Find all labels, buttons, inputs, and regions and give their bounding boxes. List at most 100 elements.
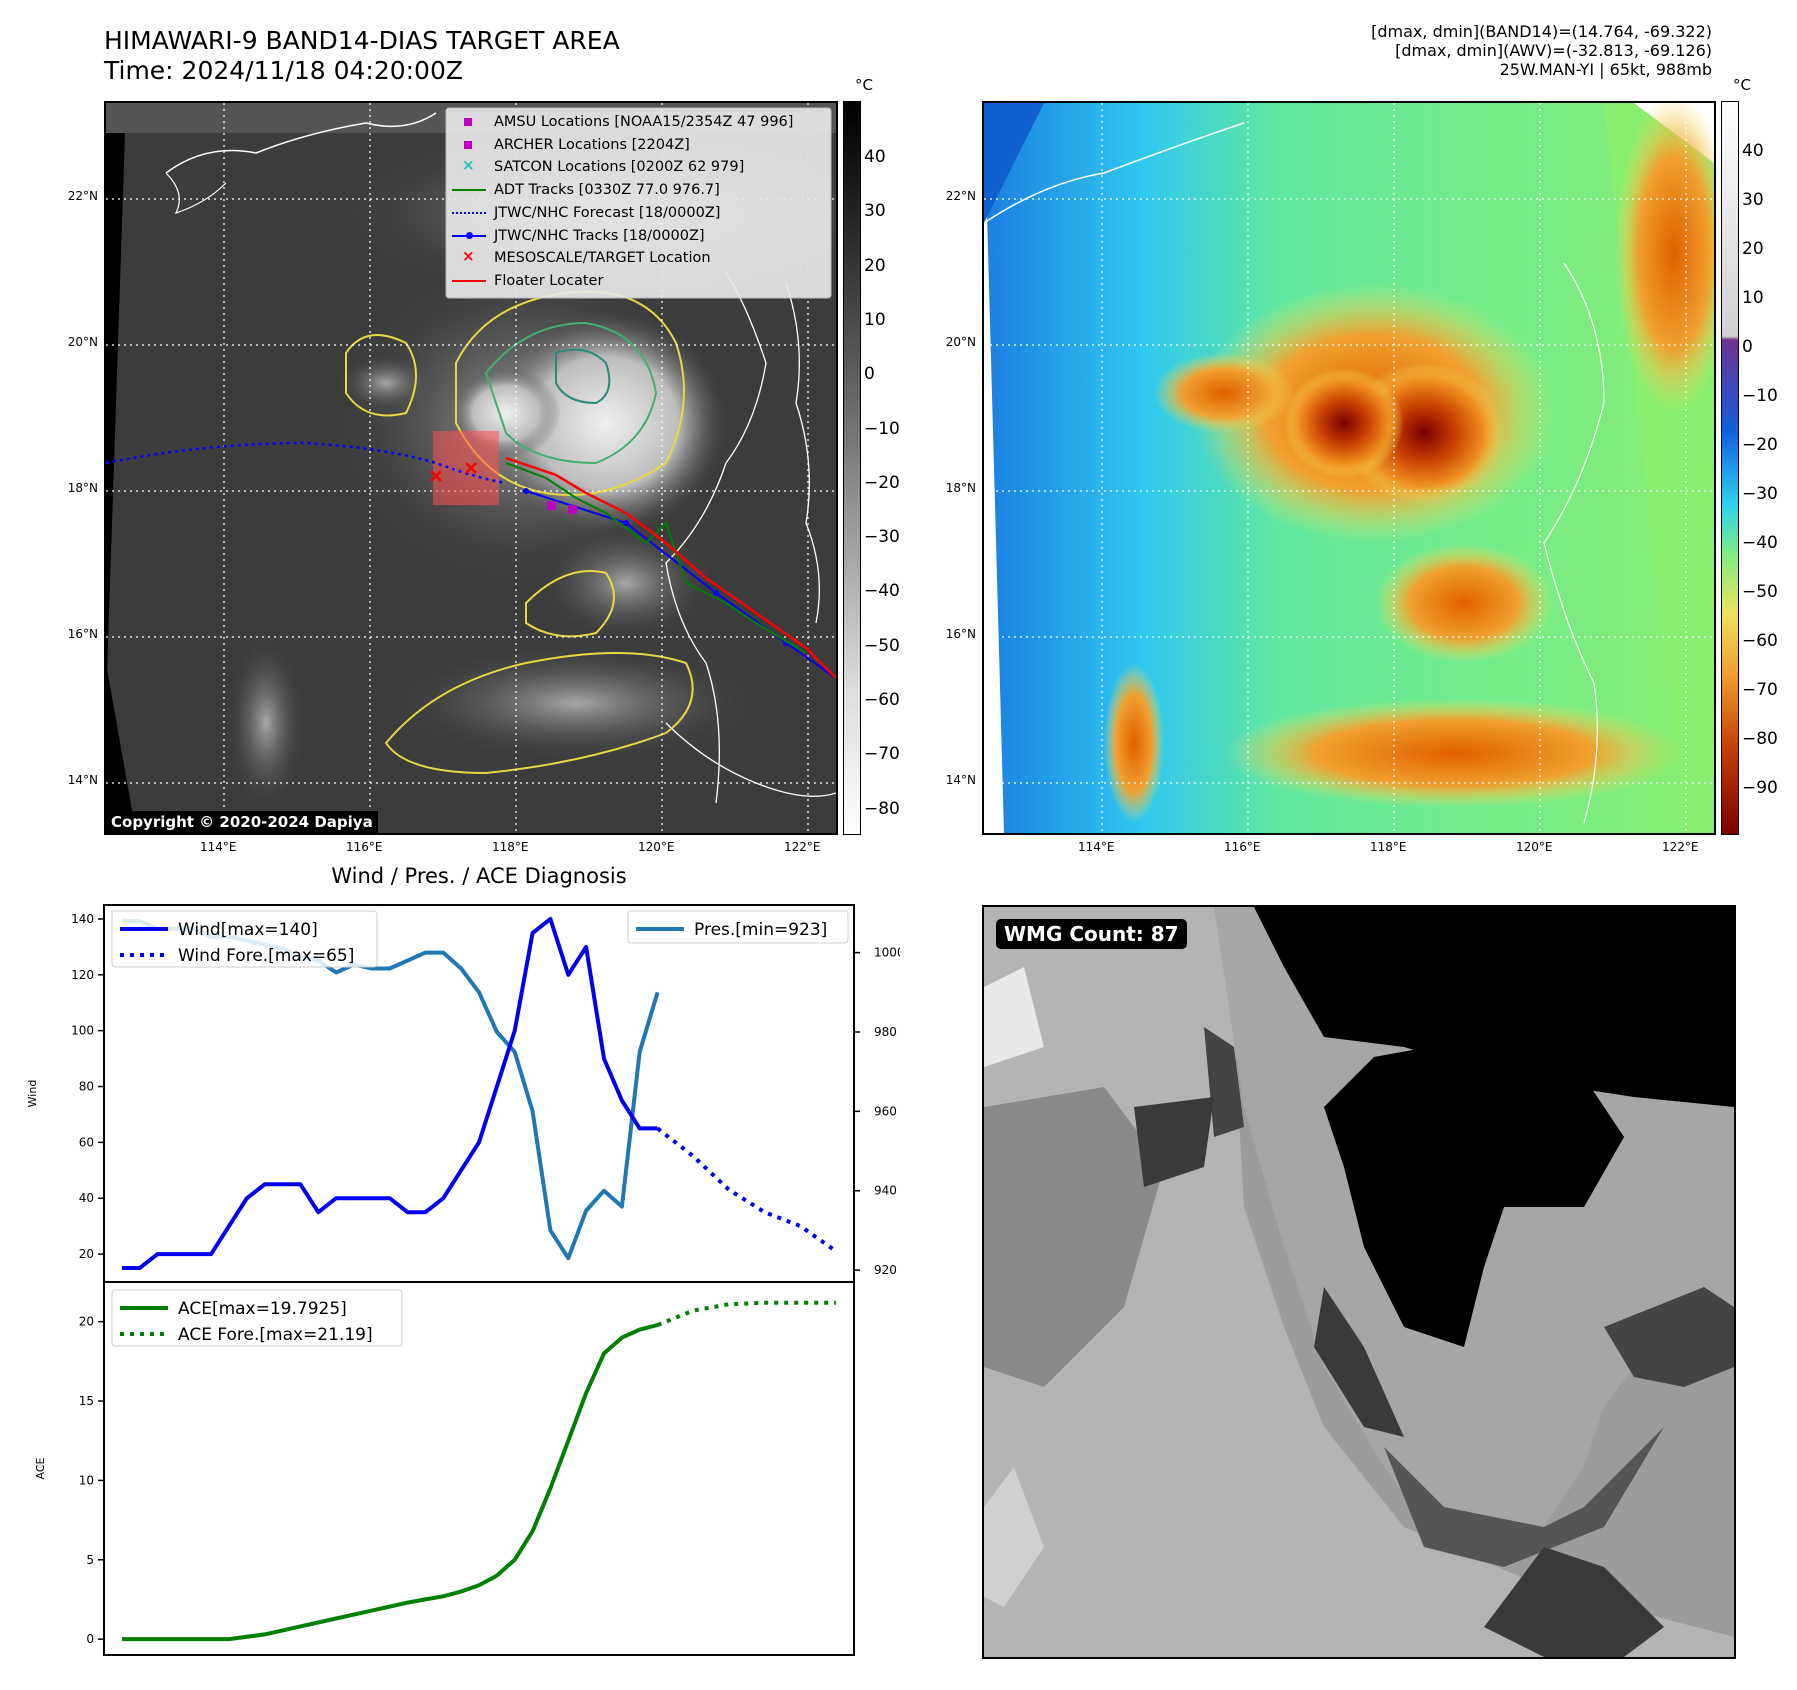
awv-map — [982, 101, 1716, 835]
colorbar-tick-label: 30 — [1742, 190, 1764, 210]
legend-entry: ADT Tracks [0330Z 77.0 976.7] — [448, 179, 833, 201]
legend-label: Floater Locater — [494, 272, 604, 289]
legend-entry: JTWC/NHC Tracks [18/0000Z] — [448, 225, 833, 247]
lat-tick-label: 14°N — [67, 773, 98, 787]
colorbar-tick-label: −70 — [864, 744, 900, 765]
colorbar-tick-label: −70 — [1742, 680, 1778, 700]
right-colorbar-unit: °C — [1733, 76, 1751, 94]
legend-symbol — [452, 138, 486, 152]
lon-tick-label: 118°E — [492, 840, 529, 854]
wind-axis-tick-label: 100 — [71, 1024, 94, 1038]
pressure-legend-label: Pres.[min=923] — [694, 920, 827, 940]
lon-tick-label: 120°E — [638, 840, 675, 854]
colorbar-tick-label: −90 — [1742, 778, 1778, 798]
colorbar-tick-label: −60 — [1742, 631, 1778, 651]
legend-label: MESOSCALE/TARGET Location — [494, 250, 711, 267]
ace-panel-frame — [103, 1281, 855, 1656]
storm-info: 25W.MAN-YI | 65kt, 988mb — [1499, 60, 1712, 79]
adt-track — [505, 462, 807, 654]
legend-label: AMSU Locations [NOAA15/2354Z 47 996] — [494, 114, 794, 130]
legend-symbol — [452, 206, 486, 220]
legend-entry: ARCHER Locations [2204Z] — [448, 134, 833, 156]
figure-title: HIMAWARI-9 BAND14-DIAS TARGET AREA — [104, 26, 620, 55]
legend-label: JTWC/NHC Tracks [18/0000Z] — [494, 227, 705, 244]
coastline-china — [165, 112, 437, 174]
legend-label: ARCHER Locations [2204Z] — [494, 136, 690, 153]
colorbar-tick-label: −50 — [1742, 582, 1778, 602]
pressure-axis-tick-label: 940 — [874, 1184, 897, 1198]
lat-tick-label: 18°N — [945, 481, 976, 495]
wind-axis-label: Wind — [26, 1080, 39, 1108]
legend-entry: AMSU Locations [NOAA15/2354Z 47 996] — [448, 111, 833, 133]
floater-track — [505, 456, 836, 679]
lon-tick-label: 114°E — [200, 840, 237, 854]
ace-legend-label: ACE[max=19.7925] — [178, 1299, 347, 1319]
right-colorbar-ticks: 40 30 20 10 0 −10 −20 −30 −40 −50 −60 −70 −80 −90 — [1742, 101, 1782, 835]
right-lon-labels: 114°E 116°E 118°E 120°E 122°E — [982, 840, 1716, 860]
ace-legend-box — [111, 1289, 403, 1347]
colorbar-tick-label: −10 — [1742, 386, 1778, 406]
contour-storm-inner — [484, 321, 658, 465]
lon-tick-label: 118°E — [1370, 840, 1407, 854]
colorbar-tick-label: −60 — [864, 690, 900, 710]
colorbar-tick-label: −30 — [1742, 484, 1778, 504]
lat-tick-label: 16°N — [945, 627, 976, 641]
ace-axis-tick-label: 5 — [86, 1553, 94, 1567]
lat-tick-label: 18°N — [67, 481, 98, 495]
left-lon-labels: 114°E 116°E 118°E 120°E 122°E — [104, 840, 838, 860]
lat-tick-label: 22°N — [67, 189, 98, 203]
wmg-count-label: WMG Count: 87 — [996, 919, 1187, 949]
jtwc-forecast-track — [106, 441, 507, 485]
band14-map-canvas — [106, 103, 836, 833]
band14-map: AMSU Locations [NOAA15/2354Z 47 996] ARCH… — [104, 101, 838, 835]
colorbar-tick-label: −40 — [864, 581, 900, 602]
legend-symbol — [452, 183, 486, 197]
ace-legend-label: ACE Fore.[max=21.19] — [178, 1325, 373, 1345]
colorbar-tick-label: 0 — [864, 364, 875, 385]
ace-axis-tick-label: 0 — [86, 1632, 94, 1646]
colorbar-tick-label: 10 — [864, 309, 886, 330]
stats-block: [dmax, dmin](BAND14)=(14.764, -69.322) [… — [1371, 22, 1712, 79]
colorbar-tick-label: 0 — [1742, 337, 1753, 357]
wmg-panel: WMG Count: 87 — [982, 905, 1736, 1659]
lon-tick-label: 116°E — [1224, 840, 1261, 854]
cloud-band-south — [386, 643, 766, 763]
right-colorbar — [1721, 101, 1739, 835]
lat-tick-label: 14°N — [945, 773, 976, 787]
lon-tick-label: 122°E — [784, 840, 821, 854]
legend-symbol — [452, 229, 486, 243]
colorbar-tick-label: 20 — [1742, 239, 1764, 259]
colorbar-tick-label: 40 — [864, 147, 886, 167]
right-lat-labels: 22°N 20°N 18°N 16°N 14°N — [936, 101, 980, 835]
lon-tick-label: 122°E — [1662, 840, 1699, 854]
ace-axis-tick-label: 20 — [79, 1315, 94, 1329]
stats-awv: [dmax, dmin](AWV)=(-32.813, -69.126) — [1395, 41, 1712, 60]
ace-axis-tick-label: 15 — [79, 1394, 94, 1408]
amsu-marker — [547, 501, 556, 510]
pressure-axis-tick-label: 980 — [874, 1025, 897, 1039]
legend-label: SATCON Locations [0200Z 62 979] — [494, 159, 745, 176]
wmg-region-west — [984, 907, 1734, 1657]
colorbar-tick-label: −80 — [864, 798, 900, 819]
ace-line — [121, 1323, 659, 1642]
wind-axis-tick-label: 60 — [79, 1135, 94, 1149]
legend-entry: × SATCON Locations [0200Z 62 979] — [448, 156, 833, 178]
colorbar-tick-label: 40 — [1742, 141, 1764, 161]
stats-band14: [dmax, dmin](BAND14)=(14.764, -69.322) — [1371, 22, 1712, 41]
lat-tick-label: 16°N — [67, 627, 98, 641]
lon-tick-label: 120°E — [1516, 840, 1553, 854]
ace-axis-tick-label: 10 — [79, 1473, 94, 1487]
colorbar-tick-label: 30 — [864, 201, 886, 222]
wind-axis-tick-label: 120 — [71, 968, 94, 982]
colorbar-tick-label: −10 — [864, 418, 900, 439]
contour-south-band — [384, 652, 694, 775]
colorbar-tick-label: −20 — [864, 472, 900, 493]
wind-axis-tick-label: 140 — [71, 912, 94, 926]
awv-map-canvas — [984, 103, 1714, 833]
pressure-axis-tick-label: 960 — [874, 1104, 897, 1118]
left-colorbar — [843, 101, 861, 835]
wmg-black-core — [1324, 1037, 1624, 1347]
awv-south-band — [1224, 698, 1684, 808]
